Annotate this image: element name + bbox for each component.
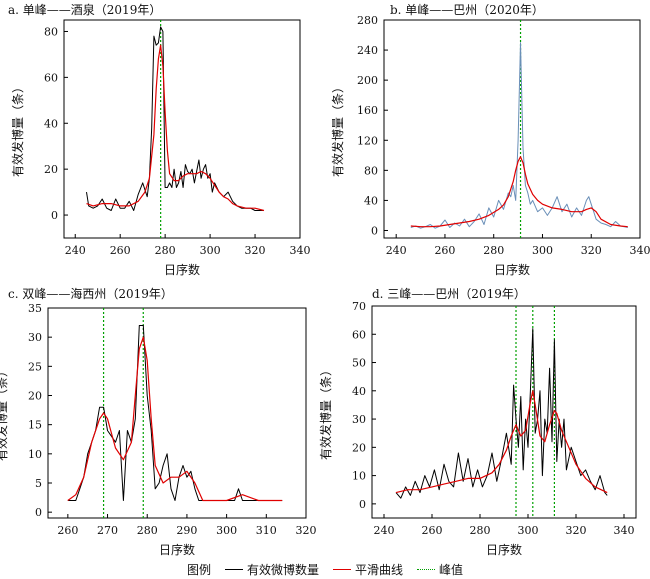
- legend-line-red-icon: [333, 568, 351, 570]
- y-axis-label: 有效发博量（条）: [0, 365, 9, 461]
- series-line-smooth: [86, 44, 265, 212]
- chart-panel-0: a. 单峰——酒泉（2019年） 240 260 280 300 320 340 0 20 40 6…: [8, 3, 311, 277]
- y-tick-label: 15: [28, 419, 42, 432]
- x-tick-label: 320: [566, 524, 587, 537]
- y-tick-label: 0: [35, 506, 42, 519]
- y-tick-label: 0: [371, 224, 378, 237]
- y-axis-label: 有效发博量（条）: [10, 81, 25, 177]
- chart-title: b. 单峰——巴州（2020年）: [390, 3, 544, 17]
- x-tick-label: 340: [630, 244, 650, 257]
- plot-frame: [371, 305, 637, 519]
- legend-label-smooth: 平滑曲线: [355, 562, 404, 577]
- x-tick-label: 300: [200, 244, 221, 257]
- x-tick-label: 280: [483, 244, 504, 257]
- x-tick-label: 240: [386, 244, 407, 257]
- x-tick-label: 290: [176, 524, 197, 537]
- series-line-smooth: [395, 390, 608, 494]
- legend-title: 图例: [186, 562, 211, 577]
- plot-frame: [383, 19, 641, 239]
- y-tick-label: 30: [352, 413, 366, 426]
- x-tick-label: 320: [581, 244, 602, 257]
- y-tick-label: 240: [357, 44, 378, 57]
- y-tick-label: 25: [28, 360, 42, 373]
- x-axis-label: 日序数: [494, 262, 530, 277]
- x-tick-label: 340: [614, 524, 635, 537]
- legend-item-raw: 有效微博数量: [224, 561, 319, 578]
- x-tick-label: 240: [65, 244, 86, 257]
- chart-panel-3: d. 三峰——巴州（2019年） 240 260 280 300 320 340 0 10 20 3…: [318, 287, 637, 557]
- series-line-smooth: [410, 156, 628, 228]
- y-axis-label: 有效发博量（条）: [318, 364, 333, 460]
- x-tick-label: 280: [470, 524, 491, 537]
- x-tick-label: 340: [290, 244, 311, 257]
- y-tick-label: 60: [352, 328, 366, 341]
- legend: 图例 有效微博数量 平滑曲线 峰值: [0, 560, 650, 578]
- y-tick-label: 0: [51, 209, 58, 222]
- y-tick-label: 40: [44, 117, 58, 130]
- chart-title: d. 三峰——巴州（2019年）: [372, 287, 526, 301]
- y-tick-label: 0: [359, 498, 366, 511]
- y-tick-label: 10: [352, 470, 366, 483]
- y-tick-label: 30: [28, 331, 42, 344]
- y-tick-label: 60: [44, 71, 58, 84]
- x-tick-label: 310: [256, 524, 277, 537]
- legend-item-peak: 峰值: [417, 561, 463, 578]
- y-tick-label: 20: [28, 390, 42, 403]
- y-tick-label: 40: [352, 385, 366, 398]
- x-tick-label: 320: [296, 524, 317, 537]
- x-axis-label: 日序数: [159, 542, 195, 557]
- plot-frame: [63, 19, 301, 239]
- x-tick-label: 260: [422, 524, 443, 537]
- x-tick-label: 300: [532, 244, 553, 257]
- y-tick-label: 70: [352, 300, 366, 313]
- plot-frame: [47, 307, 307, 519]
- y-tick-label: 10: [28, 448, 42, 461]
- y-tick-label: 35: [28, 302, 42, 315]
- x-tick-label: 320: [245, 244, 266, 257]
- y-tick-label: 160: [357, 104, 378, 117]
- x-tick-label: 260: [434, 244, 455, 257]
- series-line-raw: [86, 26, 264, 211]
- x-axis-label: 日序数: [164, 262, 200, 277]
- x-tick-label: 300: [216, 524, 237, 537]
- x-tick-label: 240: [374, 524, 395, 537]
- chart-title: c. 双峰——海西州（2019年）: [8, 286, 173, 301]
- y-tick-label: 80: [44, 25, 58, 38]
- chart-title: a. 单峰——酒泉（2019年）: [8, 3, 161, 17]
- y-tick-label: 120: [357, 134, 378, 147]
- y-tick-label: 80: [364, 164, 378, 177]
- x-tick-label: 260: [110, 244, 131, 257]
- y-tick-label: 280: [357, 14, 378, 27]
- series-line-raw: [395, 328, 608, 499]
- y-tick-label: 40: [364, 194, 378, 207]
- series-line-raw: [410, 42, 628, 229]
- legend-item-smooth: 平滑曲线: [333, 561, 403, 578]
- legend-label-raw: 有效微博数量: [246, 562, 319, 577]
- legend-line-black-icon: [224, 568, 243, 570]
- series-line-smooth: [67, 336, 283, 502]
- x-tick-label: 280: [137, 524, 158, 537]
- y-tick-label: 20: [44, 163, 58, 176]
- y-tick-label: 5: [35, 477, 42, 490]
- chart-panel-2: c. 双峰——海西州（2019年） 260 270 280 290 300 310 320 0 5…: [0, 286, 317, 557]
- chart-panel-1: b. 单峰——巴州（2020年） 240 260 280 300 320 340 0 40 80 1…: [330, 3, 650, 277]
- legend-line-green-dotted-icon: [417, 568, 436, 570]
- y-tick-label: 20: [352, 441, 366, 454]
- x-tick-label: 300: [518, 524, 539, 537]
- y-tick-label: 200: [357, 74, 378, 87]
- x-tick-label: 270: [97, 524, 118, 537]
- y-tick-label: 50: [352, 357, 366, 370]
- y-axis-label: 有效发博量（条）: [330, 81, 345, 177]
- x-tick-label: 260: [57, 524, 78, 537]
- x-tick-label: 280: [155, 244, 176, 257]
- series-line-raw: [67, 325, 283, 501]
- legend-label-peak: 峰值: [439, 562, 464, 577]
- x-axis-label: 日序数: [486, 542, 522, 557]
